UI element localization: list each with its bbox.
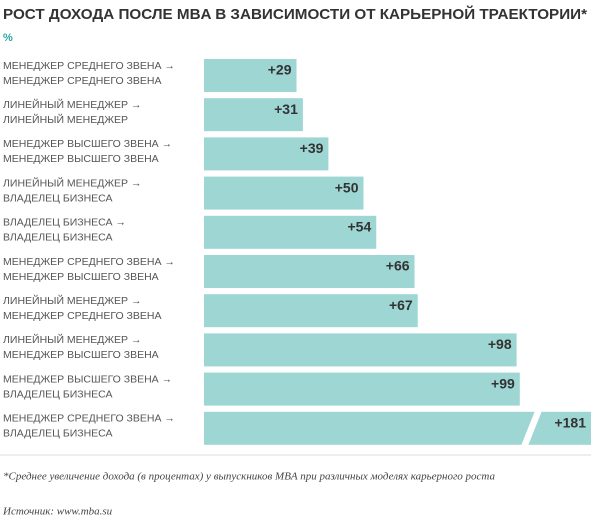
bar [204, 372, 520, 406]
bar [204, 98, 303, 132]
value-label: +29 [268, 62, 292, 78]
category-label: МЕНЕДЖЕР СРЕДНЕГО ЗВЕНА → [3, 413, 175, 425]
category-label: МЕНЕДЖЕР ВЫСШЕГО ЗВЕНА → [3, 373, 172, 385]
bar [204, 333, 517, 367]
bar [204, 255, 415, 288]
chart-title: РОСТ ДОХОДА ПОСЛЕ MBA В ЗАВИСИМОСТИ ОТ К… [3, 5, 587, 23]
value-label: +99 [491, 375, 515, 391]
category-label: МЕНЕДЖЕР СРЕДНЕГО ЗВЕНА → [3, 256, 175, 268]
category-label: ВЛАДЕЛЕЦ БИЗНЕСА [3, 192, 113, 204]
value-label: +39 [300, 140, 324, 156]
source: Источник: www.mba.su [2, 506, 113, 518]
category-label: ВЛАДЕЛЕЦ БИЗНЕСА [3, 388, 113, 400]
value-label: +54 [348, 219, 372, 235]
category-label: ЛИНЕЙНЫЙ МЕНЕДЖЕР [3, 113, 128, 126]
category-label: МЕНЕДЖЕР СРЕДНЕГО ЗВЕНА → [3, 60, 175, 72]
category-label: МЕНЕДЖЕР ВЫСШЕГО ЗВЕНА [3, 349, 159, 361]
category-label: МЕНЕДЖЕР ВЫСШЕГО ЗВЕНА [3, 153, 159, 165]
value-label: +98 [488, 336, 512, 352]
value-label: +181 [554, 415, 586, 431]
bar [204, 137, 329, 171]
category-label: ЛИНЕЙНЫЙ МЕНЕДЖЕР → [3, 294, 141, 307]
bar [204, 294, 418, 328]
category-label: МЕНЕДЖЕР СРЕДНЕГО ЗВЕНА [3, 310, 161, 322]
category-label: ВЛАДЕЛЕЦ БИЗНЕСА → [3, 217, 126, 229]
value-label: +31 [274, 101, 298, 117]
value-label: +50 [335, 179, 359, 195]
category-label: ЛИНЕЙНЫЙ МЕНЕДЖЕР → [3, 333, 141, 346]
category-label: ЛИНЕЙНЫЙ МЕНЕДЖЕР → [3, 176, 141, 189]
category-label: ВЛАДЕЛЕЦ БИЗНЕСА [3, 232, 113, 244]
bar [204, 215, 377, 249]
category-label: ЛИНЕЙНЫЙ МЕНЕДЖЕР → [3, 98, 141, 111]
value-label: +66 [386, 258, 410, 274]
category-label: МЕНЕДЖЕР ВЫСШЕГО ЗВЕНА → [3, 138, 172, 150]
category-label: ВЛАДЕЛЕЦ БИЗНЕСА [3, 428, 113, 440]
chart-subtitle: % [3, 32, 13, 44]
footnote: *Среднее увеличение дохода (в процентах)… [3, 471, 495, 483]
category-label: МЕНЕДЖЕР СРЕДНЕГО ЗВЕНА [3, 75, 161, 87]
axis-break [521, 410, 542, 446]
value-label: +67 [389, 297, 413, 313]
bar [204, 59, 297, 92]
bar [204, 176, 364, 210]
category-label: МЕНЕДЖЕР ВЫСШЕГО ЗВЕНА [3, 271, 159, 283]
